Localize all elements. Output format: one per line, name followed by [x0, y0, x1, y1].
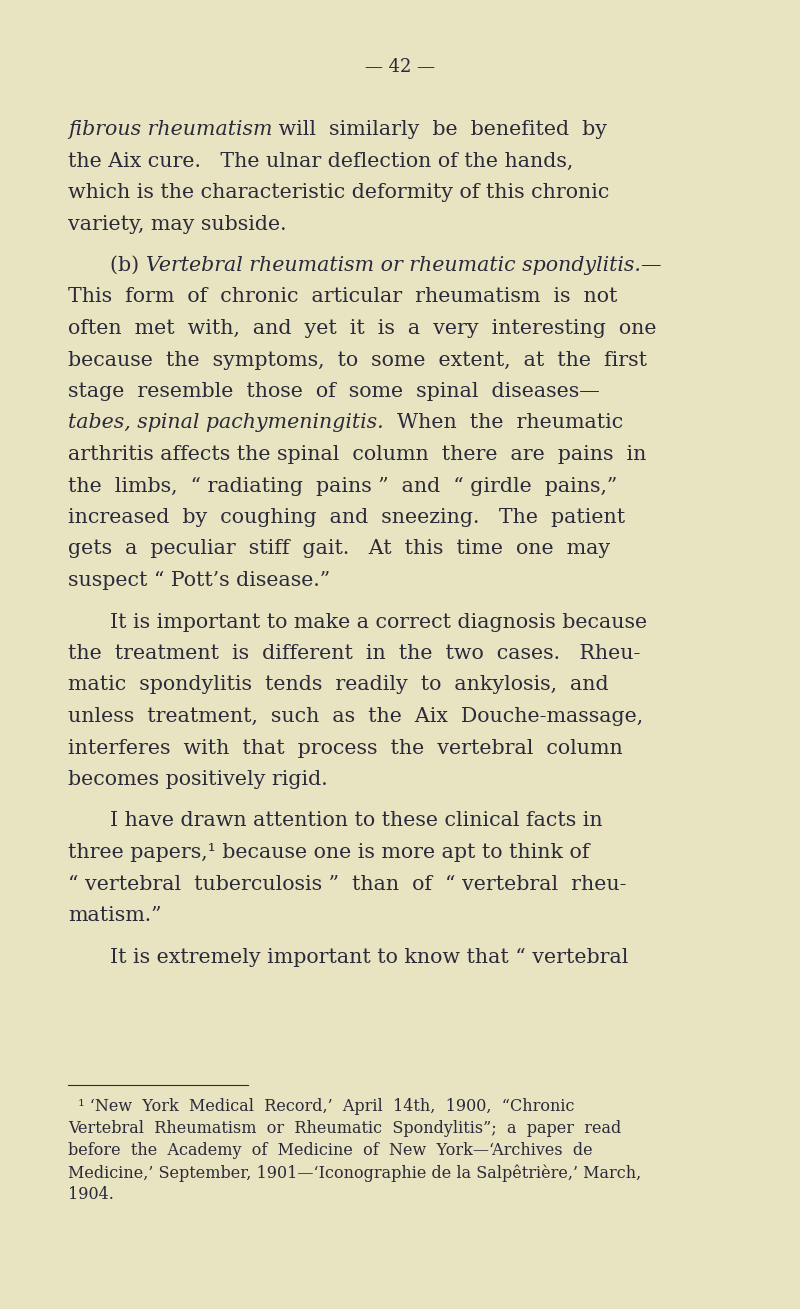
- Text: It is important to make a correct diagnosis because: It is important to make a correct diagno…: [110, 613, 647, 631]
- Text: the  limbs,  “ radiating  pains ”  and  “ girdle  pains,”: the limbs, “ radiating pains ” and “ gir…: [68, 476, 618, 496]
- Text: often  met  with,  and  yet  it  is  a  very  interesting  one: often met with, and yet it is a very int…: [68, 319, 657, 338]
- Text: When  the  rheumatic: When the rheumatic: [384, 414, 623, 432]
- Text: three papers,¹ because one is more apt to think of: three papers,¹ because one is more apt t…: [68, 843, 590, 863]
- Text: 1904.: 1904.: [68, 1186, 114, 1203]
- Text: increased  by  coughing  and  sneezing.   The  patient: increased by coughing and sneezing. The …: [68, 508, 625, 528]
- Text: “ vertebral  tuberculosis ”  than  of  “ vertebral  rheu-: “ vertebral tuberculosis ” than of “ ver…: [68, 874, 626, 894]
- Text: It is extremely important to know that “ vertebral: It is extremely important to know that “…: [110, 948, 628, 966]
- Text: gets  a  peculiar  stiff  gait.   At  this  time  one  may: gets a peculiar stiff gait. At this time…: [68, 539, 610, 559]
- Text: arthritis affects the spinal  column  there  are  pains  in: arthritis affects the spinal column ther…: [68, 445, 646, 463]
- Text: unless  treatment,  such  as  the  Aix  Douche-massage,: unless treatment, such as the Aix Douche…: [68, 707, 643, 726]
- Text: — 42 —: — 42 —: [365, 58, 435, 76]
- Text: (b): (b): [110, 257, 146, 275]
- Text: Vertebral  Rheumatism  or  Rheumatic  Spondylitis”;  a  paper  read: Vertebral Rheumatism or Rheumatic Spondy…: [68, 1121, 622, 1138]
- Text: becomes positively rigid.: becomes positively rigid.: [68, 770, 328, 789]
- Text: before  the  Academy  of  Medicine  of  New  York—‘Archives  de: before the Academy of Medicine of New Yo…: [68, 1141, 593, 1158]
- Text: This  form  of  chronic  articular  rheumatism  is  not: This form of chronic articular rheumatis…: [68, 288, 618, 306]
- Text: matic  spondylitis  tends  readily  to  ankylosis,  and: matic spondylitis tends readily to ankyl…: [68, 675, 609, 695]
- Text: ¹ ‘New  York  Medical  Record,’  April  14th,  1900,  “Chronic: ¹ ‘New York Medical Record,’ April 14th,…: [68, 1098, 574, 1115]
- Text: will  similarly  be  benefited  by: will similarly be benefited by: [273, 120, 607, 139]
- Text: stage  resemble  those  of  some  spinal  diseases—: stage resemble those of some spinal dise…: [68, 382, 600, 401]
- Text: the  treatment  is  different  in  the  two  cases.   Rheu-: the treatment is different in the two ca…: [68, 644, 640, 662]
- Text: Medicine,’ September, 1901—‘Iconographie de la Salpêtrière,’ March,: Medicine,’ September, 1901—‘Iconographie…: [68, 1164, 642, 1182]
- Text: suspect “ Pott’s disease.”: suspect “ Pott’s disease.”: [68, 571, 330, 590]
- Text: Vertebral rheumatism or rheumatic spondylitis.: Vertebral rheumatism or rheumatic spondy…: [146, 257, 641, 275]
- Text: interferes  with  that  process  the  vertebral  column: interferes with that process the vertebr…: [68, 738, 622, 758]
- Text: I have drawn attention to these clinical facts in: I have drawn attention to these clinical…: [110, 812, 602, 830]
- Text: fibrous rheumatism: fibrous rheumatism: [68, 120, 273, 139]
- Text: —: —: [641, 257, 661, 275]
- Text: the Aix cure.   The ulnar deflection of the hands,: the Aix cure. The ulnar deflection of th…: [68, 152, 574, 170]
- Text: which is the characteristic deformity of this chronic: which is the characteristic deformity of…: [68, 183, 610, 202]
- Text: matism.”: matism.”: [68, 906, 162, 925]
- Text: because  the  symptoms,  to  some  extent,  at  the  first: because the symptoms, to some extent, at…: [68, 351, 647, 369]
- Text: tabes, spinal pachymeningitis.: tabes, spinal pachymeningitis.: [68, 414, 384, 432]
- Text: variety, may subside.: variety, may subside.: [68, 215, 286, 233]
